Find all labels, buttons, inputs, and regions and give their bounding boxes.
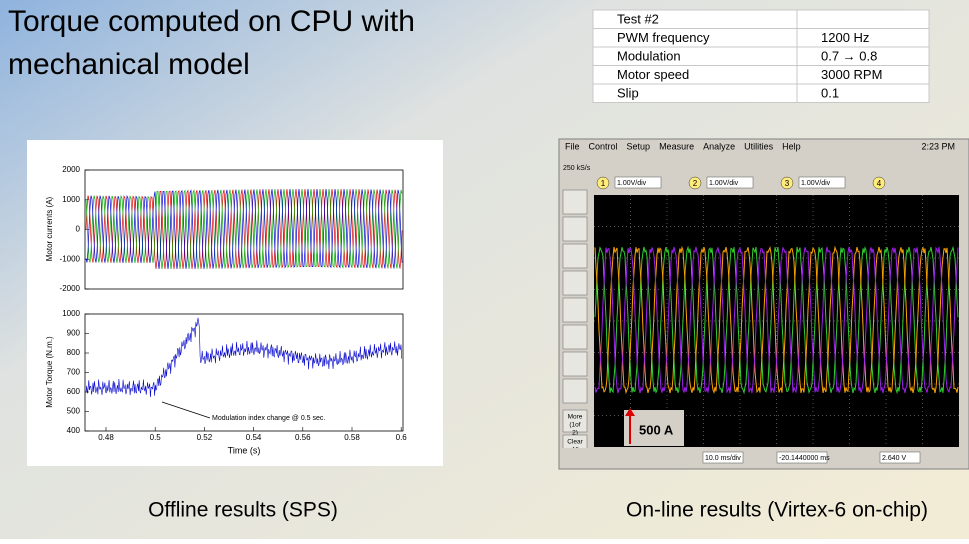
table-text: Modulation: [617, 48, 681, 63]
clock: 2:23 PM: [921, 141, 955, 151]
field: [776, 451, 828, 464]
title-bar: [560, 140, 968, 152]
channel-scale: 1.00V/div: [801, 180, 831, 187]
title: mechanical model: [8, 48, 250, 81]
scope-waveform: [594, 246, 959, 394]
channel-badge: [780, 176, 794, 190]
table-cell: [796, 83, 930, 103]
y-axis-label: Motor Torque (N.m.): [45, 336, 54, 408]
tool-button: [562, 378, 588, 404]
x-tick-label: 0.5: [150, 433, 162, 442]
menu-item: Utilities: [744, 141, 774, 151]
caption: Offline results (SPS): [148, 499, 338, 522]
y-axis-label: Motor currents (A): [45, 196, 54, 261]
current-waveform: [85, 188, 403, 270]
channel-id: 2: [693, 179, 698, 188]
marker-label: 500 A: [639, 422, 674, 437]
channel-scale: 1.00V/div: [617, 180, 647, 187]
channel-badge: [872, 176, 886, 190]
x-axis-label: Time (s): [228, 445, 261, 455]
tool-button: [562, 297, 588, 323]
sample-rate: 250 kS/s: [563, 165, 591, 172]
table-text: 0.1: [821, 85, 839, 100]
y-tick-label: 600: [67, 387, 81, 396]
x-tick-label: 0.52: [197, 433, 213, 442]
y-tick-label: 400: [67, 426, 81, 435]
y-tick-label: 500: [67, 407, 81, 416]
table-text: Slip: [617, 85, 639, 100]
annotation-arrow: [161, 401, 211, 419]
table-text: Test #2: [617, 11, 659, 26]
table-text: 1200 Hz: [821, 30, 869, 45]
y-tick-label: 900: [67, 329, 81, 338]
table-text: 0.7 → 0.8: [821, 48, 877, 63]
y-tick-label: -1000: [60, 254, 81, 263]
scope-screen: [594, 195, 959, 447]
field-text: 10.0 ms/div: [705, 455, 741, 462]
x-tick-label: 0.56: [295, 433, 311, 442]
scale-box: [614, 176, 662, 189]
channel-id: 1: [601, 179, 606, 188]
y-tick-label: 800: [67, 348, 81, 357]
field-text: 2.640 V: [882, 455, 906, 462]
table-text: Motor speed: [617, 67, 689, 82]
tool-button: [562, 216, 588, 242]
status-bar: [560, 448, 968, 468]
table-text: PWM frequency: [617, 30, 710, 45]
menu-item: Analyze: [703, 141, 735, 151]
tool-button: [562, 270, 588, 296]
field: [702, 451, 744, 464]
menu-item: Measure: [659, 141, 694, 151]
current-waveform: [85, 188, 403, 270]
tool-button: [562, 243, 588, 269]
channel-badge: [596, 176, 610, 190]
channel-scale: 1.00V/div: [709, 180, 739, 187]
marker-arrowhead: [625, 408, 635, 416]
scope-waveform: [594, 245, 959, 395]
channel-id: 3: [785, 179, 790, 188]
tool-button: [562, 351, 588, 377]
y-tick-label: 700: [67, 368, 81, 377]
menu-item: File: [565, 141, 580, 151]
y-tick-label: -2000: [60, 284, 81, 293]
annotation: Modulation index change @ 0.5 sec.: [212, 415, 325, 422]
y-tick-label: 1000: [62, 309, 80, 318]
current-waveform: [85, 188, 403, 270]
tool-button: [562, 189, 588, 215]
side-button-label: (1of: [569, 422, 580, 429]
menu-item: Help: [782, 141, 801, 151]
field-text: -20.1440000 ms: [779, 455, 830, 462]
x-tick-label: 0.48: [98, 433, 114, 442]
field: [879, 451, 921, 464]
side-button-label: More: [568, 414, 583, 421]
x-tick-label: 0.6: [396, 433, 408, 442]
caption: On-line results (Virtex-6 on-chip): [626, 499, 928, 522]
tool-button: [562, 324, 588, 350]
x-tick-label: 0.58: [344, 433, 360, 442]
title: Torque computed on CPU with: [8, 5, 415, 38]
side-button-label: Clear: [567, 439, 583, 446]
torque-waveform: [85, 317, 402, 398]
side-button-label: 2): [572, 430, 578, 437]
scale-box: [798, 176, 846, 189]
channel-id: 4: [877, 179, 882, 188]
x-tick-label: 0.54: [246, 433, 262, 442]
table-cell: [796, 9, 930, 29]
y-tick-label: 2000: [62, 165, 80, 174]
menu-item: Control: [589, 141, 618, 151]
table-text: 3000 RPM: [821, 67, 882, 82]
channel-badge: [688, 176, 702, 190]
side-button: [562, 409, 588, 433]
y-tick-label: 0: [76, 225, 81, 234]
menu-item: Setup: [627, 141, 651, 151]
y-tick-label: 1000: [62, 195, 80, 204]
scale-box: [706, 176, 754, 189]
